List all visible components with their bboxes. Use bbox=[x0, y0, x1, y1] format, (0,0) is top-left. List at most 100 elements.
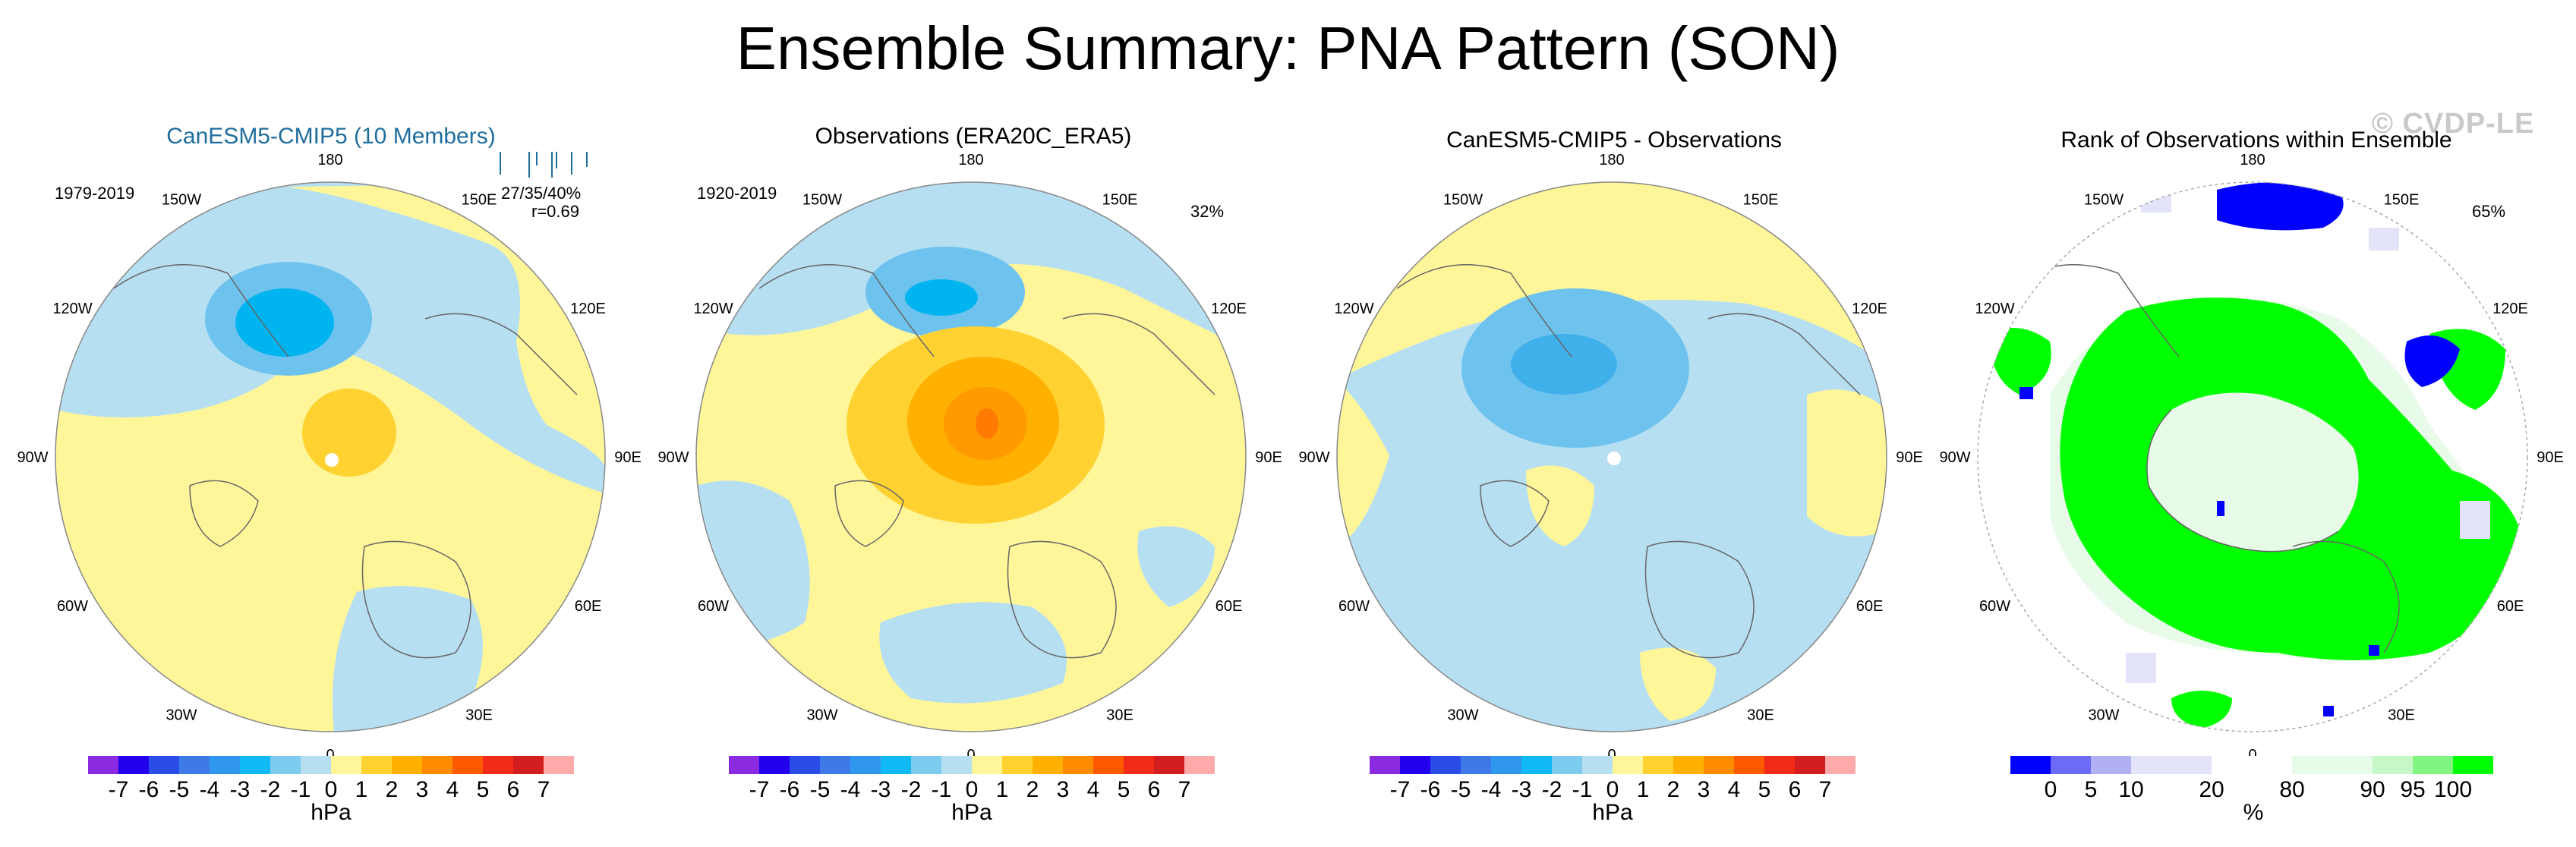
ensemble-tick-marks bbox=[498, 152, 589, 178]
lon-label-2-60W: 60W bbox=[1338, 598, 1370, 615]
colorbar-box bbox=[118, 756, 149, 774]
colorbar-box bbox=[544, 756, 574, 774]
colorbar-model: -7 -6 -5 -4 -3 -2 -1 0 1 2 3 4 5 6 7 bbox=[88, 756, 574, 802]
lon-label-3-150E: 150E bbox=[2384, 192, 2420, 209]
colorbar-box bbox=[513, 756, 544, 774]
map-diff bbox=[1336, 181, 1887, 732]
colorbar-box bbox=[1704, 756, 1734, 774]
rank-blue-north bbox=[2217, 182, 2344, 231]
colorbar-box bbox=[2091, 756, 2131, 774]
lon-label-0-150E: 150E bbox=[462, 192, 497, 209]
colorbar-box bbox=[1033, 756, 1063, 774]
colorbar-box bbox=[483, 756, 513, 774]
lon-label-3-90W: 90W bbox=[1939, 449, 1970, 466]
lon-label-0-120E: 120E bbox=[570, 301, 606, 317]
lon-label-3-60E: 60E bbox=[2497, 598, 2524, 615]
colorbar-label: 3 bbox=[1697, 777, 1711, 802]
obs-neg-core bbox=[905, 279, 978, 316]
obs-pos-core bbox=[976, 408, 998, 439]
rank-green-ring bbox=[2060, 298, 2521, 660]
colorbar-box bbox=[729, 756, 759, 774]
model-stats: 27/35/40% bbox=[501, 184, 582, 203]
lon-label-2-150W: 150W bbox=[1443, 192, 1483, 209]
colorbar-box bbox=[1734, 756, 1764, 774]
colorbar-label: 0 bbox=[1606, 777, 1619, 802]
colorbar-box bbox=[911, 756, 941, 774]
colorbar-box bbox=[1430, 756, 1461, 774]
lon-label-1-0: 0 bbox=[966, 747, 975, 764]
colorbar-box bbox=[2332, 756, 2373, 774]
colorbar-label: 3 bbox=[415, 777, 429, 802]
colorbar-label: 7 bbox=[1178, 777, 1191, 802]
lon-label-3-150W: 150W bbox=[2084, 192, 2124, 209]
colorbar-box bbox=[1673, 756, 1704, 774]
colorbar-box bbox=[392, 756, 422, 774]
colorbar-label: -6 bbox=[138, 777, 159, 802]
rank-blue-east bbox=[2404, 335, 2460, 387]
colorbar-label: 7 bbox=[537, 777, 550, 802]
colorbar-label: 1 bbox=[1636, 777, 1650, 802]
colorbar-label: -2 bbox=[260, 777, 281, 802]
colorbar-label: -4 bbox=[199, 777, 220, 802]
colorbar-box bbox=[759, 756, 790, 774]
model-correlation: r=0.69 bbox=[531, 202, 579, 221]
panel-title-diff: CanESM5-CMIP5 - Observations bbox=[1446, 128, 1782, 153]
colorbar-box bbox=[1400, 756, 1430, 774]
colorbar-box bbox=[1764, 756, 1795, 774]
colorbar-label: 100 bbox=[2433, 777, 2473, 802]
map-model bbox=[55, 181, 606, 732]
lon-label-1-90E: 90E bbox=[1255, 449, 1282, 466]
colorbar-diff-units: hPa bbox=[1592, 800, 1633, 825]
lon-label-2-90W: 90W bbox=[1298, 449, 1329, 466]
colorbar-label: -1 bbox=[290, 777, 311, 802]
colorbar-box bbox=[331, 756, 361, 774]
diff-yellow-north bbox=[1337, 182, 1887, 379]
colorbar-box bbox=[1795, 756, 1825, 774]
panel-title-model: CanESM5-CMIP5 (10 Members) bbox=[166, 124, 496, 149]
colorbar-label: -7 bbox=[749, 777, 770, 802]
lon-label-2-30W: 30W bbox=[1447, 707, 1478, 724]
colorbar-label: 5 bbox=[2084, 777, 2098, 802]
lon-label-3-180: 180 bbox=[2240, 152, 2265, 168]
lon-label-0-0: 0 bbox=[326, 747, 334, 764]
colorbar-box bbox=[2292, 756, 2332, 774]
colorbar-box bbox=[1491, 756, 1521, 774]
colorbar-box bbox=[1825, 756, 1856, 774]
colorbar-box bbox=[270, 756, 301, 774]
lon-label-3-0: 0 bbox=[2248, 747, 2256, 764]
colorbar-label: -3 bbox=[1511, 777, 1532, 802]
colorbar-label: 2 bbox=[1666, 777, 1680, 802]
colorbar-box bbox=[820, 756, 850, 774]
colorbar-obs: -7 -6 -5 -4 -3 -2 -1 0 1 2 3 4 5 6 7 bbox=[729, 756, 1215, 802]
colorbar-label: 6 bbox=[1788, 777, 1802, 802]
colorbar-label: -3 bbox=[870, 777, 891, 802]
colorbar-label: 6 bbox=[506, 777, 520, 802]
colorbar-label: 20 bbox=[2199, 777, 2224, 802]
colorbar-box bbox=[88, 756, 118, 774]
lon-label-1-180: 180 bbox=[958, 152, 983, 168]
watermark: © CVDP-LE bbox=[2372, 108, 2535, 140]
colorbar-box bbox=[210, 756, 240, 774]
colorbar-label: 4 bbox=[446, 777, 459, 802]
map-obs bbox=[695, 181, 1247, 732]
colorbar-box bbox=[1370, 756, 1400, 774]
lon-label-1-120E: 120E bbox=[1211, 301, 1247, 317]
figure-title: Ensemble Summary: PNA Pattern (SON) bbox=[736, 14, 1840, 82]
colorbar-label: -7 bbox=[108, 777, 129, 802]
lon-label-3-120W: 120W bbox=[1975, 301, 2014, 317]
colorbar-box bbox=[1613, 756, 1643, 774]
colorbar-box bbox=[2252, 756, 2292, 774]
model-neg-core bbox=[235, 288, 334, 357]
lon-label-2-180: 180 bbox=[1599, 152, 1624, 168]
lon-label-3-60W: 60W bbox=[1979, 598, 2010, 615]
obs-period: 1920-2019 bbox=[697, 184, 777, 203]
colorbar-box bbox=[1002, 756, 1033, 774]
colorbar-box bbox=[790, 756, 820, 774]
lon-label-0-90W: 90W bbox=[17, 449, 48, 466]
colorbar-label: 2 bbox=[385, 777, 399, 802]
lon-label-2-150E: 150E bbox=[1743, 192, 1779, 209]
colorbar-box bbox=[422, 756, 452, 774]
colorbar-label: 10 bbox=[2118, 777, 2144, 802]
